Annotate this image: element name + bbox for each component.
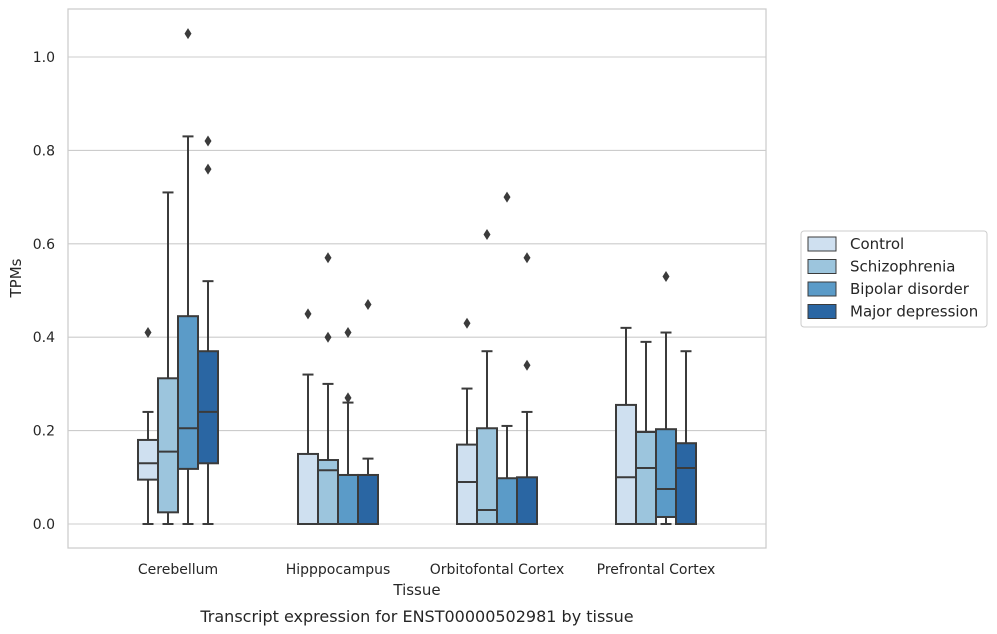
box-0-2 <box>177 28 199 525</box>
outlier-point <box>523 359 531 371</box>
box-iqr <box>157 377 179 514</box>
box-iqr <box>137 438 159 481</box>
box-iqr <box>516 476 538 525</box>
y-tick-label: 0.2 <box>33 424 55 440</box>
outlier-point <box>364 299 372 311</box>
box-2-3 <box>516 252 538 525</box>
legend-swatch <box>807 281 837 297</box>
box-layer <box>137 28 697 526</box>
y-tick-label: 0.4 <box>33 330 55 346</box>
box-iqr <box>197 350 219 465</box>
box-iqr <box>177 315 199 470</box>
legend-swatch <box>807 304 837 319</box>
y-axis-label: TPMs <box>7 258 25 298</box>
outlier-point <box>463 317 471 329</box>
box-2-1 <box>476 228 498 526</box>
outlier-point <box>344 327 352 339</box>
legend-item: Control <box>807 235 904 253</box>
legend-label: Major depression <box>850 303 978 321</box>
box-iqr <box>655 428 677 518</box>
outlier-point <box>204 135 212 147</box>
outlier-point <box>304 308 312 320</box>
legend-items: Control Schizophrenia Bipolar disorder Majo… <box>807 235 978 321</box>
x-axis-label: Tissue <box>392 581 440 599</box>
outlier-point <box>144 327 152 339</box>
box-2-0 <box>456 317 478 525</box>
box-0-1 <box>157 191 179 525</box>
box-iqr <box>337 473 359 525</box>
y-tick-label: 0.0 <box>33 517 55 533</box>
box-1-0 <box>297 308 319 526</box>
outlier-point <box>662 270 670 282</box>
legend-item: Schizophrenia <box>807 258 955 276</box>
outlier-point <box>344 392 352 404</box>
y-tick-label: 1.0 <box>33 50 55 66</box>
box-3-1 <box>635 340 657 526</box>
box-iqr <box>615 403 637 526</box>
box-iqr <box>675 442 697 526</box>
legend-swatch <box>807 259 837 274</box>
legend-frame <box>800 230 988 328</box>
box-iqr <box>357 473 379 525</box>
box-2-2 <box>496 191 518 526</box>
box-1-1 <box>317 252 339 525</box>
outlier-point <box>184 28 192 40</box>
legend-swatch <box>807 236 837 252</box>
legend-label: Control <box>850 235 904 253</box>
box-iqr <box>297 452 319 526</box>
y-tick-label: 0.8 <box>33 143 55 159</box>
plot-frame <box>67 8 767 549</box>
outlier-point <box>523 252 531 264</box>
x-tick-label: Prefrontal Cortex <box>597 562 716 578</box>
box-3-0 <box>615 326 637 526</box>
box-3-3 <box>675 350 697 526</box>
outlier-point <box>204 163 212 175</box>
chart-caption: Transcript expression for ENST0000050298… <box>199 607 633 626</box>
box-1-2 <box>337 327 359 525</box>
box-3-2 <box>655 270 677 525</box>
box-iqr <box>476 427 498 526</box>
x-tick-label: Orbitofontal Cortex <box>430 562 565 578</box>
box-iqr <box>635 431 657 526</box>
legend-label: Bipolar disorder <box>850 280 970 298</box>
box-iqr <box>456 443 478 525</box>
outlier-point <box>503 191 511 203</box>
x-tick-labels: Cerebellum Hipppocampus Orbitofontal Corte… <box>138 562 715 578</box>
outlier-point <box>324 331 332 343</box>
outlier-point <box>324 252 332 264</box>
y-tick-label: 0.6 <box>33 237 55 253</box>
legend-label: Schizophrenia <box>850 258 955 276</box>
legend-item: Bipolar disorder <box>807 280 970 298</box>
x-tick-label: Hipppocampus <box>286 562 391 578</box>
legend-item: Major depression <box>807 303 978 321</box>
x-tick-label: Cerebellum <box>138 562 218 578</box>
legend: Control Schizophrenia Bipolar disorder Majo… <box>800 230 988 328</box>
box-1-3 <box>357 299 379 525</box>
box-iqr <box>496 477 518 526</box>
outlier-point <box>483 228 491 240</box>
box-0-3 <box>197 135 219 525</box>
box-0-0 <box>137 327 159 525</box>
y-tick-labels: 0.0 0.2 0.4 0.6 0.8 1.0 <box>33 50 55 533</box>
